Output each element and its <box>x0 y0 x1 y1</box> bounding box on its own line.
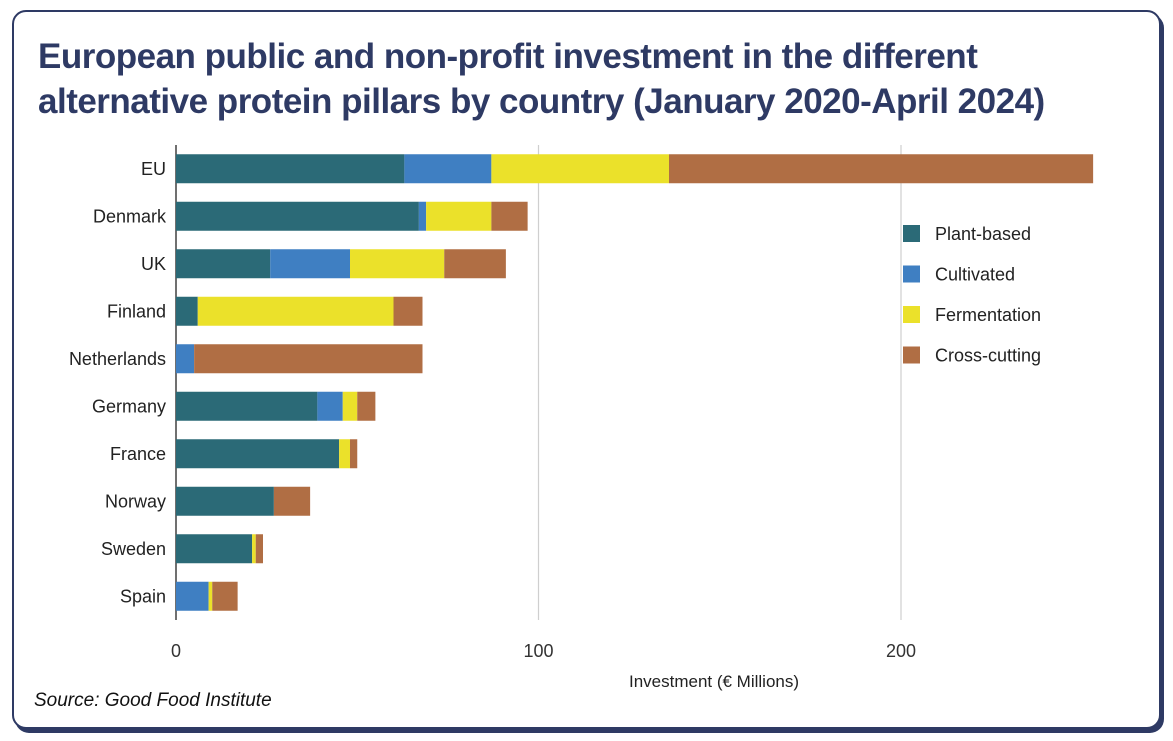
category-label-germany: Germany <box>92 396 166 416</box>
category-label-eu: EU <box>141 159 166 179</box>
legend-swatch-plant-based <box>903 225 920 242</box>
bar-germany-plant-based <box>176 391 318 421</box>
category-label-france: France <box>110 444 166 464</box>
bar-finland-plant-based <box>176 296 198 326</box>
x-tick-label-100: 100 <box>523 641 553 661</box>
bar-sweden-plant-based <box>176 534 253 564</box>
bar-denmark-cross-cutting <box>491 201 528 231</box>
legend-label-cross-cutting: Cross-cutting <box>935 346 1041 366</box>
bar-norway-cross-cutting <box>273 486 311 516</box>
bar-uk-cross-cutting <box>444 249 506 279</box>
bar-eu-plant-based <box>176 154 405 184</box>
bar-eu-cross-cutting <box>669 154 1094 184</box>
bar-germany-fermentation <box>342 391 358 421</box>
bar-uk-fermentation <box>350 249 445 279</box>
x-axis-label: Investment (€ Millions) <box>629 672 799 691</box>
category-label-denmark: Denmark <box>93 206 167 226</box>
category-label-netherlands: Netherlands <box>69 349 166 369</box>
bar-uk-cultivated <box>270 249 350 279</box>
bar-sweden-cross-cutting <box>255 534 263 564</box>
x-tick-label-0: 0 <box>171 641 181 661</box>
bar-france-plant-based <box>176 439 340 469</box>
category-label-norway: Norway <box>105 491 166 511</box>
category-label-uk: UK <box>141 254 166 274</box>
category-label-sweden: Sweden <box>101 539 166 559</box>
bar-denmark-fermentation <box>426 201 492 231</box>
bar-spain-cultivated <box>176 581 209 611</box>
bar-spain-cross-cutting <box>212 581 238 611</box>
bar-germany-cultivated <box>317 391 343 421</box>
bar-spain-fermentation <box>208 581 213 611</box>
legend-swatch-cross-cutting <box>903 346 920 364</box>
source-note: Source: Good Food Institute <box>34 690 272 711</box>
x-tick-label-200: 200 <box>886 641 916 661</box>
bar-denmark-cultivated <box>418 201 427 231</box>
bar-netherlands-cultivated <box>176 344 195 374</box>
bar-finland-fermentation <box>197 296 394 326</box>
bar-norway-plant-based <box>176 486 274 516</box>
bar-denmark-plant-based <box>176 201 419 231</box>
chart-title: European public and non-profit investmen… <box>38 37 1045 121</box>
legend-label-cultivated: Cultivated <box>935 265 1015 285</box>
bar-germany-cross-cutting <box>357 391 376 421</box>
bar-france-fermentation <box>339 439 350 469</box>
bar-eu-fermentation <box>491 154 669 184</box>
category-label-spain: Spain <box>120 586 166 606</box>
bar-eu-cultivated <box>404 154 492 184</box>
bar-sweden-fermentation <box>252 534 256 564</box>
legend-swatch-fermentation <box>903 306 920 323</box>
bar-france-cross-cutting <box>350 439 358 469</box>
legend-swatch-cultivated <box>903 265 920 283</box>
legend-label-fermentation: Fermentation <box>935 305 1041 325</box>
bar-uk-plant-based <box>176 249 271 279</box>
bar-netherlands-cross-cutting <box>194 344 423 374</box>
legend-label-plant-based: Plant-based <box>935 224 1031 244</box>
bar-finland-cross-cutting <box>393 296 423 326</box>
category-label-finland: Finland <box>107 301 166 321</box>
